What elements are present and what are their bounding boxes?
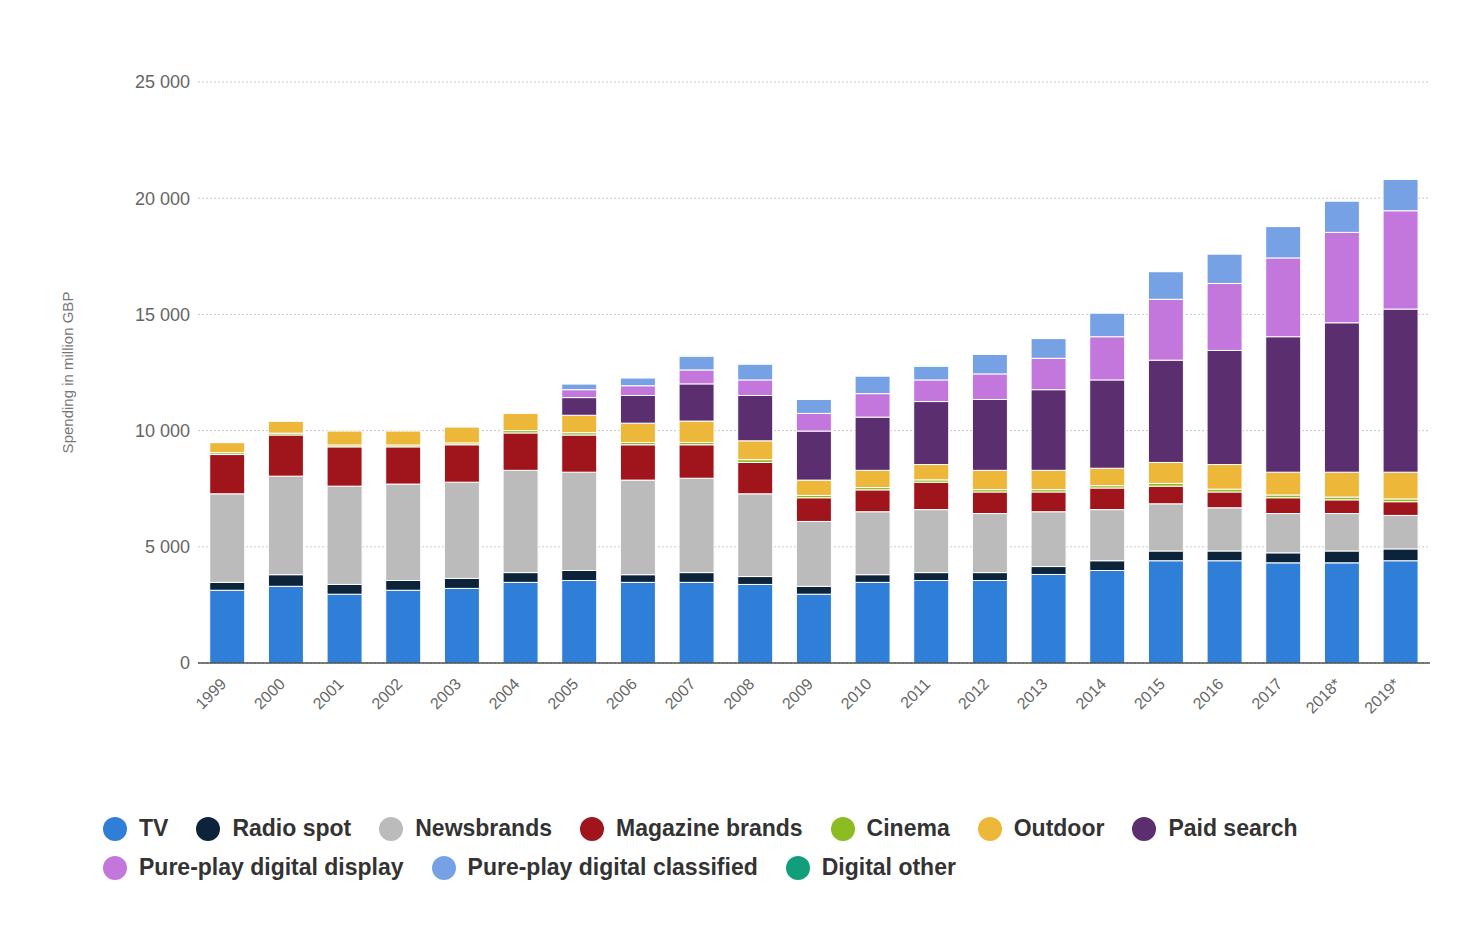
svg-text:5 000: 5 000 [145,537,190,557]
svg-text:0: 0 [180,653,190,673]
svg-text:2009: 2009 [779,675,816,712]
html-text:Magazine brands: Magazine brands [616,815,803,841]
svg-text:2010: 2010 [838,675,875,712]
svg-text:2006: 2006 [603,675,640,712]
html-text:Digital other: Digital other [821,854,956,880]
svg-text:2001: 2001 [310,675,347,712]
svg-text:2004: 2004 [486,675,523,712]
html-text:Pure-play digital classified: Pure-play digital classified [467,854,758,880]
svg-text:2007: 2007 [662,675,699,712]
svg-text:2005: 2005 [544,675,581,712]
svg-text:Spending in million GBP: Spending in million GBP [59,292,76,454]
html-text:Newsbrands: Newsbrands [415,815,552,841]
svg-text:2012: 2012 [955,675,992,712]
svg-text:2011: 2011 [897,675,933,711]
html-text:Outdoor: Outdoor [1013,815,1105,841]
svg-text:20 000: 20 000 [135,189,190,209]
svg-text:2014: 2014 [1072,675,1109,712]
svg-text:2016: 2016 [1190,675,1227,712]
svg-text:1999: 1999 [192,675,229,712]
svg-text:2013: 2013 [1014,675,1051,712]
svg-text:2017: 2017 [1248,675,1285,712]
svg-text:15 000: 15 000 [135,305,190,325]
svg-text:2018*: 2018* [1303,675,1345,717]
html-text:Pure-play digital display: Pure-play digital display [139,854,404,880]
html-text:TV: TV [139,815,169,841]
svg-text:10 000: 10 000 [135,421,190,441]
html-text:Radio spot: Radio spot [232,815,352,841]
svg-text:2000: 2000 [251,675,288,712]
svg-text:25 000: 25 000 [135,72,190,92]
svg-text:2019*: 2019* [1361,675,1403,717]
html-text:Cinema: Cinema [866,815,950,841]
svg-text:2002: 2002 [368,675,405,712]
svg-text:2015: 2015 [1131,675,1168,712]
svg-text:2008: 2008 [720,675,757,712]
html-text:Paid search: Paid search [1168,815,1298,841]
svg-text:2003: 2003 [427,675,464,712]
